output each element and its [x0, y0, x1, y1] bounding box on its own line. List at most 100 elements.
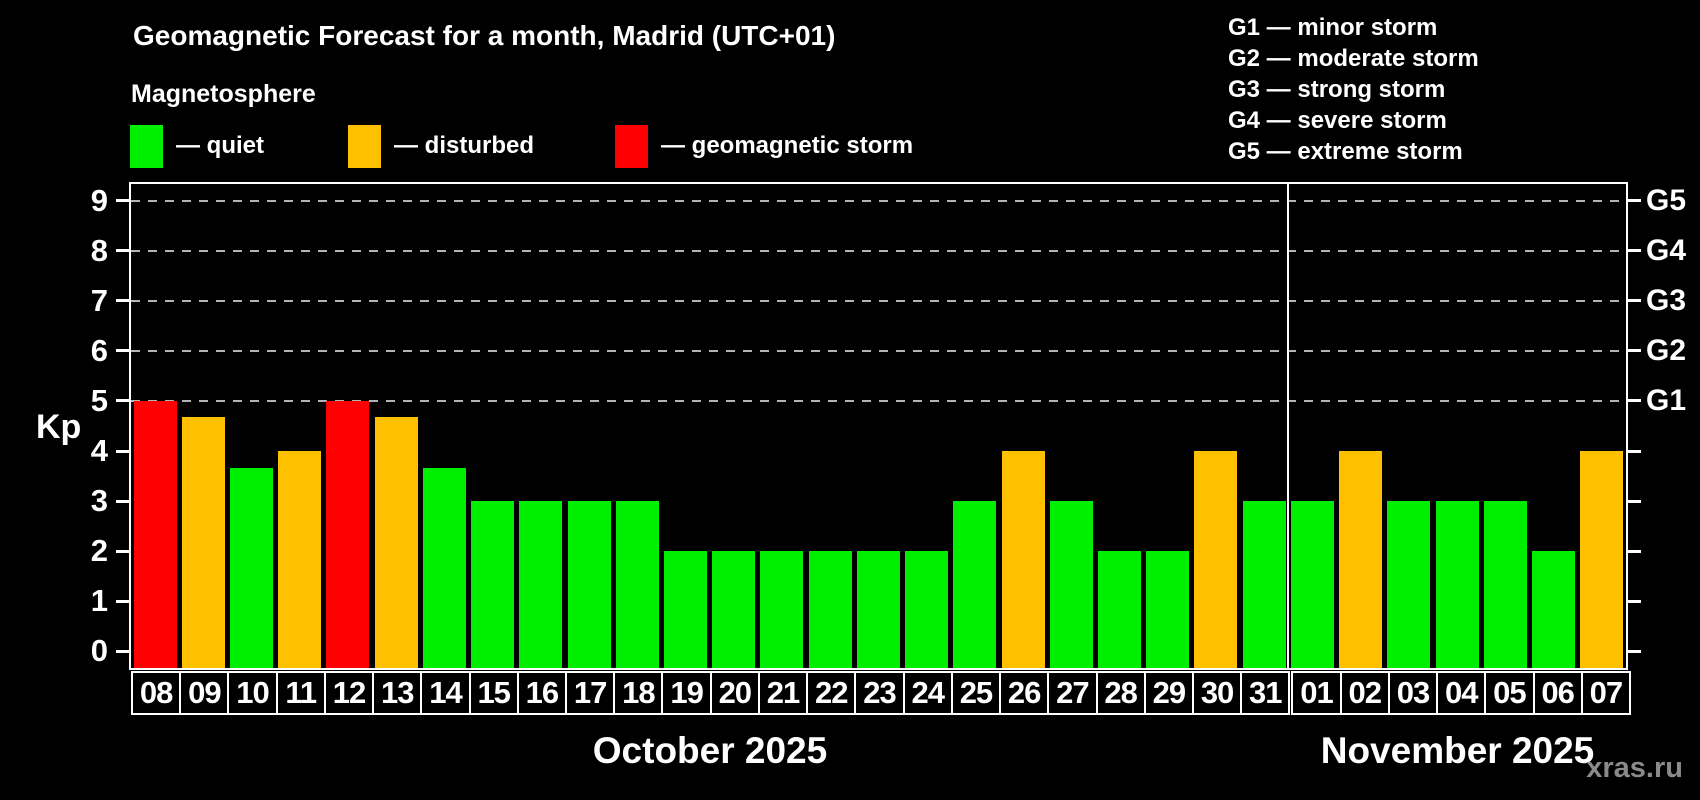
- kp-bar-day-19: [663, 551, 707, 668]
- y-tick-right-4: [1628, 449, 1641, 453]
- day-label-04: 04: [1436, 671, 1487, 715]
- kp-bar-day-02: [1339, 451, 1383, 668]
- kp-bar-day-29: [1146, 551, 1190, 668]
- day-label-07: 07: [1580, 671, 1631, 715]
- gridline-kp5: [131, 399, 1626, 402]
- y-tick-label-9: 9: [90, 182, 108, 218]
- day-label-11: 11: [275, 671, 326, 715]
- day-label-27: 27: [1047, 671, 1098, 715]
- kp-bar-day-18: [615, 501, 659, 668]
- kp-bar-day-01: [1290, 501, 1334, 668]
- day-label-18: 18: [613, 671, 664, 715]
- y-tick-right-5: [1628, 399, 1641, 403]
- day-label-25: 25: [950, 671, 1002, 715]
- kp-bar-day-30: [1194, 451, 1238, 668]
- kp-bar-day-27: [1049, 501, 1093, 668]
- day-label-23: 23: [854, 671, 905, 715]
- month-label-november: November 2025: [1320, 730, 1595, 771]
- y-tick-left-4: [116, 449, 129, 453]
- y-tick-left-0: [116, 649, 129, 653]
- g-level-label-g2: G2: [1646, 333, 1687, 367]
- g-legend-line-g1: G1 — minor storm: [1228, 14, 1438, 41]
- y-tick-right-1: [1628, 599, 1641, 603]
- y-tick-label-3: 3: [90, 483, 108, 519]
- legend-label-quiet: — quiet: [176, 132, 264, 159]
- y-tick-left-9: [116, 199, 129, 203]
- gridline-kp6: [131, 349, 1626, 352]
- kp-bar-day-16: [519, 501, 563, 668]
- kp-bar-day-26: [1001, 451, 1045, 668]
- month-label-october: October 2025: [592, 730, 828, 771]
- kp-bar-day-25: [953, 501, 997, 668]
- legend-item-disturbed: — disturbed: [348, 124, 534, 168]
- g-legend-line-g3: G3 — strong storm: [1228, 76, 1446, 103]
- day-label-22: 22: [806, 671, 857, 715]
- kp-bar-day-23: [856, 551, 900, 668]
- month-divider-line: [1287, 184, 1290, 668]
- kp-bar-day-11: [278, 451, 322, 668]
- legend-item-storm: — geomagnetic storm: [615, 124, 913, 168]
- day-label-26: 26: [999, 671, 1050, 715]
- y-tick-right-7: [1628, 299, 1641, 303]
- kp-bar-day-05: [1483, 501, 1527, 668]
- g-legend-line-g2: G2 — moderate storm: [1228, 45, 1479, 72]
- kp-bar-day-15: [471, 501, 515, 668]
- day-label-28: 28: [1095, 671, 1146, 715]
- kp-bar-day-12: [326, 400, 370, 668]
- day-label-06: 06: [1532, 671, 1583, 715]
- g-legend-line-g5: G5 — extreme storm: [1228, 138, 1463, 165]
- legend-label-storm: — geomagnetic storm: [661, 132, 914, 159]
- kp-bar-day-10: [229, 467, 273, 668]
- day-label-30: 30: [1191, 671, 1243, 715]
- y-tick-right-3: [1628, 499, 1641, 503]
- legend-item-quiet: — quiet: [130, 124, 264, 168]
- day-label-09: 09: [179, 671, 230, 715]
- day-label-31: 31: [1240, 671, 1291, 715]
- y-tick-left-2: [116, 549, 129, 553]
- y-tick-right-2: [1628, 549, 1641, 553]
- gridline-kp9: [131, 199, 1626, 202]
- day-label-13: 13: [372, 671, 423, 715]
- kp-bar-day-03: [1387, 501, 1431, 668]
- y-tick-left-1: [116, 599, 129, 603]
- y-tick-label-5: 5: [90, 382, 108, 418]
- day-label-05: 05: [1484, 671, 1535, 715]
- kp-bar-day-06: [1532, 551, 1576, 668]
- legend-label-disturbed: — disturbed: [394, 132, 535, 159]
- day-label-24: 24: [902, 671, 953, 715]
- storm-color-swatch: [615, 124, 648, 168]
- y-axis-title: Kp: [36, 408, 82, 446]
- gridline-kp8: [131, 249, 1626, 252]
- kp-bar-day-13: [374, 417, 418, 668]
- watermark: xras.ru: [1586, 752, 1683, 784]
- chart-subtitle: Magnetosphere: [131, 80, 316, 108]
- g-scale-legend: G1 — minor storm G2 — moderate storm G3 …: [1228, 12, 1479, 167]
- kp-bar-day-14: [422, 467, 466, 668]
- day-label-19: 19: [661, 671, 712, 715]
- y-tick-label-6: 6: [90, 332, 108, 368]
- day-label-21: 21: [757, 671, 809, 715]
- day-label-17: 17: [565, 671, 616, 715]
- y-tick-label-1: 1: [90, 583, 108, 619]
- y-tick-left-8: [116, 249, 129, 253]
- y-tick-right-8: [1628, 249, 1641, 253]
- y-tick-label-0: 0: [90, 633, 108, 669]
- quiet-color-swatch: [130, 124, 163, 168]
- chart-title: Geomagnetic Forecast for a month, Madrid…: [133, 20, 836, 51]
- g-level-label-g3: G3: [1646, 283, 1687, 317]
- kp-bar-day-24: [905, 551, 949, 668]
- kp-bar-day-08: [133, 400, 177, 668]
- day-label-14: 14: [420, 671, 471, 715]
- day-label-15: 15: [468, 671, 519, 715]
- kp-bar-day-31: [1242, 501, 1286, 668]
- disturbed-color-swatch: [348, 124, 381, 168]
- kp-bar-day-09: [181, 417, 225, 668]
- day-label-03: 03: [1387, 671, 1439, 715]
- gridline-kp7: [131, 299, 1626, 302]
- kp-bar-day-21: [760, 551, 804, 668]
- g-level-label-g1: G1: [1646, 383, 1687, 417]
- y-tick-left-6: [116, 349, 129, 353]
- day-label-12: 12: [323, 671, 375, 715]
- plot-area: [129, 182, 1628, 670]
